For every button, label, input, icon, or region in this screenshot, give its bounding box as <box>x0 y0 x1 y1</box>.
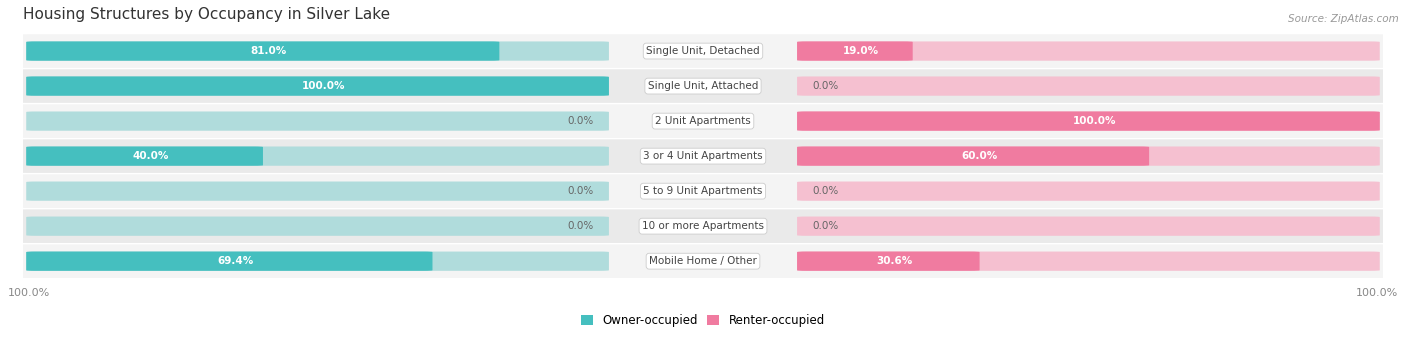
Text: 3 or 4 Unit Apartments: 3 or 4 Unit Apartments <box>643 151 763 161</box>
Text: 81.0%: 81.0% <box>250 46 287 56</box>
FancyBboxPatch shape <box>27 252 609 271</box>
Text: 30.6%: 30.6% <box>876 256 912 266</box>
Text: 10 or more Apartments: 10 or more Apartments <box>643 221 763 231</box>
Text: 100.0%: 100.0% <box>302 81 346 91</box>
FancyBboxPatch shape <box>6 244 1400 278</box>
FancyBboxPatch shape <box>6 209 1400 243</box>
FancyBboxPatch shape <box>6 69 1400 103</box>
FancyBboxPatch shape <box>27 147 609 166</box>
FancyBboxPatch shape <box>27 42 609 61</box>
Text: 19.0%: 19.0% <box>844 46 879 56</box>
Text: Source: ZipAtlas.com: Source: ZipAtlas.com <box>1288 14 1399 24</box>
FancyBboxPatch shape <box>797 217 1379 236</box>
Text: Mobile Home / Other: Mobile Home / Other <box>650 256 756 266</box>
Text: 2 Unit Apartments: 2 Unit Apartments <box>655 116 751 126</box>
Text: 5 to 9 Unit Apartments: 5 to 9 Unit Apartments <box>644 186 762 196</box>
Text: 69.4%: 69.4% <box>218 256 253 266</box>
Text: 0.0%: 0.0% <box>568 116 593 126</box>
Text: Housing Structures by Occupancy in Silver Lake: Housing Structures by Occupancy in Silve… <box>24 7 391 22</box>
FancyBboxPatch shape <box>797 252 980 271</box>
Text: Single Unit, Attached: Single Unit, Attached <box>648 81 758 91</box>
Text: 0.0%: 0.0% <box>813 81 838 91</box>
Text: Single Unit, Detached: Single Unit, Detached <box>647 46 759 56</box>
FancyBboxPatch shape <box>6 34 1400 68</box>
FancyBboxPatch shape <box>27 147 263 166</box>
FancyBboxPatch shape <box>6 174 1400 208</box>
FancyBboxPatch shape <box>797 252 1379 271</box>
FancyBboxPatch shape <box>6 104 1400 138</box>
FancyBboxPatch shape <box>6 139 1400 173</box>
FancyBboxPatch shape <box>27 76 609 96</box>
FancyBboxPatch shape <box>797 147 1149 166</box>
Text: 60.0%: 60.0% <box>962 151 997 161</box>
FancyBboxPatch shape <box>797 112 1379 131</box>
FancyBboxPatch shape <box>797 42 1379 61</box>
FancyBboxPatch shape <box>27 76 609 96</box>
FancyBboxPatch shape <box>797 112 1379 131</box>
FancyBboxPatch shape <box>27 181 609 201</box>
Text: 40.0%: 40.0% <box>132 151 169 161</box>
Text: 100.0%: 100.0% <box>1073 116 1116 126</box>
Text: 0.0%: 0.0% <box>813 186 838 196</box>
FancyBboxPatch shape <box>797 76 1379 96</box>
Legend: Owner-occupied, Renter-occupied: Owner-occupied, Renter-occupied <box>576 309 830 332</box>
FancyBboxPatch shape <box>797 42 912 61</box>
FancyBboxPatch shape <box>27 252 433 271</box>
Text: 0.0%: 0.0% <box>813 221 838 231</box>
FancyBboxPatch shape <box>797 181 1379 201</box>
FancyBboxPatch shape <box>27 42 499 61</box>
FancyBboxPatch shape <box>27 112 609 131</box>
FancyBboxPatch shape <box>797 147 1379 166</box>
Text: 0.0%: 0.0% <box>568 186 593 196</box>
Text: 0.0%: 0.0% <box>568 221 593 231</box>
FancyBboxPatch shape <box>27 217 609 236</box>
